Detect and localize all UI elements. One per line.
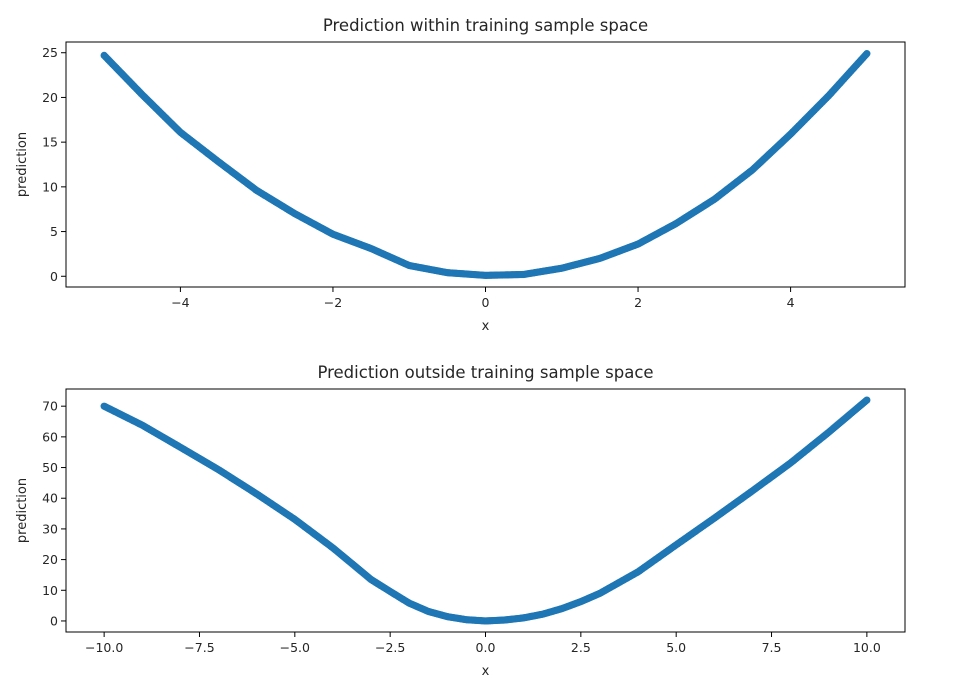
chart-panel-1: Prediction within training sample space −… — [15, 16, 906, 334]
x-axis-label: x — [482, 664, 490, 679]
x-tick-label: 2.5 — [571, 640, 591, 655]
y-tick-label: 60 — [42, 429, 58, 444]
x-tick-label: −4 — [171, 295, 189, 310]
x-tick-label: 0.0 — [476, 640, 496, 655]
x-tick-label: 0 — [482, 295, 490, 310]
y-tick-label: 15 — [42, 135, 58, 150]
y-tick-label: 10 — [42, 179, 58, 194]
x-tick-label: −2.5 — [375, 640, 405, 655]
x-tick-label: 4 — [787, 295, 795, 310]
y-tick-label: 0 — [50, 269, 58, 284]
y-tick-label: 20 — [42, 552, 58, 567]
x-tick-label: −2 — [324, 295, 342, 310]
y-tick-label: 5 — [50, 224, 58, 239]
y-tick-label: 20 — [42, 90, 58, 105]
y-tick-label: 70 — [42, 399, 58, 414]
chart-panel-2: Prediction outside training sample space… — [15, 363, 906, 679]
y-tick-label: 30 — [42, 521, 58, 536]
y-tick-label: 10 — [42, 583, 58, 598]
x-tick-label: 2 — [634, 295, 642, 310]
x-tick-label: 5.0 — [666, 640, 686, 655]
data-point — [863, 50, 871, 58]
x-axis-label: x — [482, 319, 490, 334]
x-tick-label: 10.0 — [853, 640, 881, 655]
chart-title: Prediction outside training sample space — [317, 363, 653, 382]
plot-frame — [65, 41, 906, 288]
chart-title: Prediction within training sample space — [323, 16, 648, 35]
plot-frame — [65, 388, 906, 633]
x-tick-label: −5.0 — [280, 640, 310, 655]
data-series — [100, 50, 871, 279]
data-point — [863, 396, 871, 404]
y-tick-label: 0 — [50, 613, 58, 628]
x-tick-label: 7.5 — [762, 640, 782, 655]
x-tick-label: −7.5 — [184, 640, 214, 655]
y-axis-label: prediction — [15, 478, 30, 543]
y-tick-label: 25 — [42, 45, 58, 60]
data-series — [100, 396, 871, 625]
y-tick-label: 50 — [42, 460, 58, 475]
y-axis-label: prediction — [15, 132, 30, 197]
y-tick-label: 40 — [42, 491, 58, 506]
x-tick-label: −10.0 — [85, 640, 123, 655]
